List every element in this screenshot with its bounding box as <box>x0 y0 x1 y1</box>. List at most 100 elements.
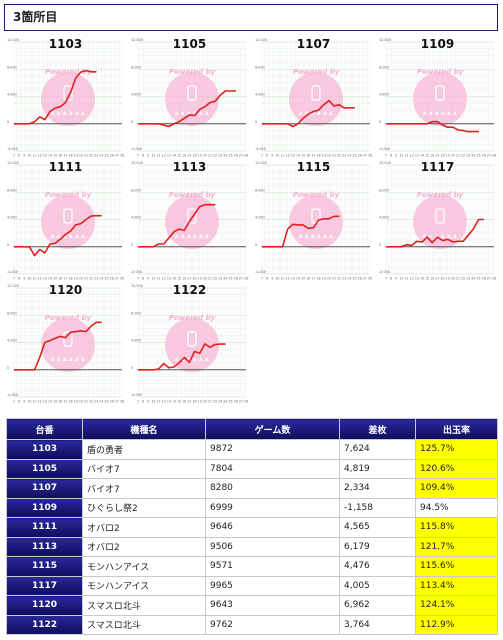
data-point <box>23 369 25 371</box>
watermark-text: Powered by <box>169 314 216 322</box>
x-tick-label: 12 <box>286 154 290 158</box>
data-point <box>385 246 387 248</box>
x-tick-label: 22 <box>89 277 93 281</box>
line-chart-1117: Powered by Δ Δ Δ Δ Δ Δ 12,000 8,000 4,000 0 -4… <box>379 161 496 281</box>
cell-games: 9506 <box>205 536 340 557</box>
x-tick-label: 24 <box>471 154 475 158</box>
watermark-circle <box>413 72 467 126</box>
data-point <box>338 104 340 106</box>
data-point <box>209 346 211 348</box>
data-point <box>401 246 402 248</box>
x-tick-label: 22 <box>461 154 465 158</box>
x-tick-label: 20 <box>451 154 455 158</box>
chart-panel-1105: Powered by Δ Δ Δ Δ Δ Δ 12,000 8,000 4,000 0 -4… <box>130 37 249 158</box>
data-point <box>13 123 15 125</box>
data-point <box>406 244 407 246</box>
data-point <box>54 242 56 244</box>
x-tick-label: 13 <box>43 400 47 404</box>
data-point <box>189 361 190 363</box>
x-tick-label: 20 <box>203 277 207 281</box>
x-tick-label: 21 <box>208 400 212 404</box>
chart-title: 1103 <box>48 37 83 51</box>
data-point <box>457 129 459 131</box>
x-tick-label: 7 <box>137 277 139 281</box>
x-tick-label: 28 <box>492 154 496 158</box>
data-point <box>452 241 454 243</box>
y-tick-label: -4,000 <box>255 270 266 274</box>
data-point <box>214 344 216 345</box>
cell-diff: -1,158 <box>339 497 416 518</box>
watermark-text: Powered by <box>169 68 216 76</box>
y-tick-label: 12,000 <box>255 161 267 165</box>
data-point <box>163 124 165 126</box>
x-tick-label: 15 <box>53 400 57 404</box>
y-tick-label: 8,000 <box>131 311 141 315</box>
y-tick-label: 12,000 <box>131 161 143 165</box>
y-tick-label: 4,000 <box>255 216 265 220</box>
data-point <box>23 246 25 248</box>
data-point <box>75 224 77 226</box>
x-tick-label: 23 <box>342 154 346 158</box>
data-point <box>137 123 139 125</box>
chart-panel-1122: Powered by Δ Δ Δ Δ Δ Δ 12,000 8,000 4,000 0 -4… <box>130 283 249 404</box>
cell-model: オバロ2 <box>82 517 206 538</box>
x-tick-label: 15 <box>177 400 181 404</box>
table-row: 1117 モンハンアイス 9965 4,005 113.4% <box>6 575 498 596</box>
data-point <box>261 123 263 125</box>
x-tick-label: 9 <box>147 400 149 404</box>
watermark: Powered by Δ Δ Δ Δ Δ Δ <box>165 191 219 249</box>
data-point <box>282 123 283 125</box>
x-tick-label: 27 <box>239 400 243 404</box>
x-tick-label: 11 <box>281 277 285 281</box>
x-tick-label: 28 <box>120 277 124 281</box>
data-point <box>70 230 71 232</box>
data-point <box>183 230 185 231</box>
watermark-text: Powered by <box>293 191 340 199</box>
data-point <box>49 111 51 112</box>
data-point <box>168 367 170 369</box>
x-tick-label: 26 <box>110 277 114 281</box>
x-tick-label: 13 <box>291 154 295 158</box>
y-tick-label: 12,000 <box>255 38 267 42</box>
cell-diff: 4,565 <box>339 517 416 538</box>
cell-unit: 1120 <box>6 595 83 616</box>
data-point <box>80 330 82 332</box>
y-tick-label: 4,000 <box>255 93 265 97</box>
x-tick-label: 12 <box>38 400 42 404</box>
chart-panel-1111: Powered by Δ Δ Δ Δ Δ Δ 12,000 8,000 4,000 0 -4… <box>6 160 125 281</box>
cell-rate: 124.1% <box>415 595 498 616</box>
data-point <box>426 123 428 125</box>
x-tick-label: 14 <box>48 400 52 404</box>
cell-model: モンハンアイス <box>82 575 206 596</box>
data-point <box>462 130 464 131</box>
y-tick-label: 4,000 <box>131 216 141 220</box>
watermark-logo-icon <box>63 331 73 347</box>
data-point <box>168 237 170 239</box>
watermark-logo-icon <box>187 208 197 224</box>
cell-diff: 4,819 <box>339 458 416 479</box>
x-tick-label: 9 <box>23 400 25 404</box>
data-point <box>199 353 201 354</box>
data-point <box>158 243 159 245</box>
data-point <box>349 107 350 109</box>
x-tick-label: 10 <box>275 277 279 281</box>
line-chart-1120: Powered by Δ Δ Δ Δ Δ Δ 12,000 8,000 4,000 0 -4… <box>7 284 124 404</box>
data-point <box>271 123 273 125</box>
line-chart-1107: Powered by Δ Δ Δ Δ Δ Δ 12,000 8,000 4,000 0 -4… <box>255 38 372 158</box>
y-tick-label: -4,000 <box>379 147 390 151</box>
data-point <box>173 366 175 368</box>
x-tick-label: 11 <box>157 277 161 281</box>
data-point <box>292 126 294 127</box>
x-tick-label: 15 <box>53 277 57 281</box>
data-point <box>90 71 92 73</box>
x-tick-label: 7 <box>13 400 15 404</box>
cell-games: 9965 <box>205 575 340 596</box>
y-tick-label: 12,000 <box>131 284 143 288</box>
x-tick-label: 15 <box>53 154 57 158</box>
x-tick-label: 14 <box>48 277 52 281</box>
x-tick-label: 12 <box>38 277 42 281</box>
x-tick-label: 19 <box>198 154 202 158</box>
data-point <box>54 338 56 339</box>
x-tick-label: 19 <box>446 277 450 281</box>
data-point <box>13 369 15 371</box>
